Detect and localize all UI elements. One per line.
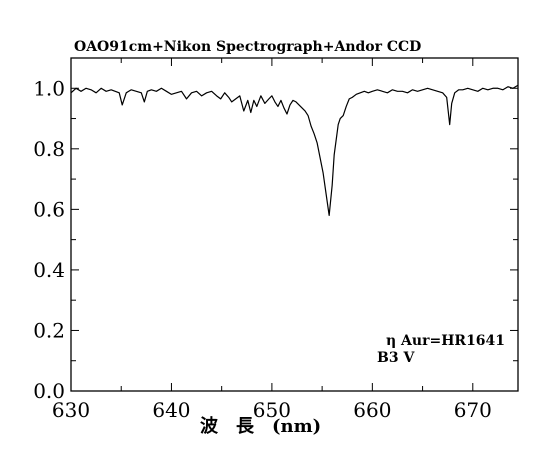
chart-title: OAO91cm+Nikon Spectrograph+Andor CCD	[74, 39, 421, 55]
x-tick-label: 670	[454, 398, 492, 422]
x-axis-label: 波 長 (nm)	[200, 415, 321, 437]
y-tick-label: 0.8	[33, 137, 65, 161]
x-tick-label: 630	[52, 398, 90, 422]
y-tick-label: 1.0	[33, 76, 65, 100]
spectral-type-annotation: B3 V	[377, 350, 415, 366]
star-annotation: η Aur=HR1641	[386, 333, 505, 349]
y-axis: 0.0 0.2 0.4 0.6 0.8 1.0	[33, 57, 518, 403]
y-tick-label: 0.0	[33, 379, 65, 403]
x-tick-label: 640	[152, 398, 190, 422]
y-tick-label: 0.2	[33, 318, 65, 342]
x-tick-label: 660	[353, 398, 391, 422]
x-tick-label: 650	[253, 398, 291, 422]
x-axis: 630 640 650 660 670	[52, 58, 492, 422]
plot-frame	[70, 57, 519, 392]
y-tick-label: 0.4	[33, 258, 65, 282]
spectrum-line	[70, 84, 519, 217]
y-tick-label: 0.6	[33, 197, 65, 221]
